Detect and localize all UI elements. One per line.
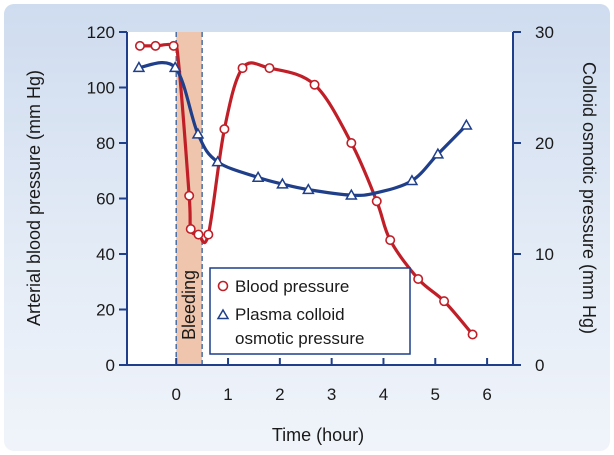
right-axis-title: Colloid osmotic pressure (mm Hg) <box>579 62 599 334</box>
legend: Blood pressure Plasma colloid osmotic pr… <box>209 267 411 355</box>
blood-pressure-point <box>413 273 424 284</box>
colloid-pressure-point <box>191 127 205 139</box>
x-tick-label: 3 <box>327 385 336 404</box>
x-tick-label: 0 <box>171 385 180 404</box>
x-tick-label: 5 <box>431 385 440 404</box>
blood-pressure-point <box>203 229 214 240</box>
blood-pressure-point <box>346 138 357 149</box>
colloid-pressure-point <box>302 183 315 195</box>
left-tick-label: 40 <box>96 245 115 264</box>
left-tick-label: 80 <box>96 134 115 153</box>
left-tick-label: 60 <box>96 190 115 209</box>
colloid-pressure-point <box>431 147 445 159</box>
legend-label-osmotic-pressure: osmotic pressure <box>235 329 364 348</box>
legend-label-plasma-colloid: Plasma colloid <box>235 305 345 324</box>
left-tick-label: 100 <box>87 79 115 98</box>
blood-pressure-point <box>150 40 161 51</box>
bleeding-label: Bleeding <box>179 270 199 340</box>
left-tick-label: 20 <box>96 301 115 320</box>
blood-pressure-point <box>237 63 248 74</box>
x-tick-label: 6 <box>482 385 491 404</box>
series-layer <box>132 40 478 340</box>
blood-pressure-point <box>185 224 196 235</box>
blood-pressure-point <box>264 63 275 74</box>
left-tick-label: 0 <box>106 356 115 375</box>
blood-pressure-point <box>134 40 145 51</box>
x-tick-label: 4 <box>379 385 388 404</box>
left-tick-label: 120 <box>87 23 115 42</box>
colloid-pressure-point <box>168 61 182 73</box>
left-axis-title: Arterial blood pressure (mm Hg) <box>24 70 44 326</box>
colloid-pressure-point <box>211 155 224 167</box>
legend-triangle-marker <box>216 308 230 320</box>
blood-pressure-point <box>371 196 382 207</box>
colloid-pressure-point <box>460 118 473 130</box>
colloid-pressure-point <box>405 174 419 186</box>
blood-pressure-point <box>467 329 478 340</box>
x-axis-title: Time (hour) <box>272 425 364 445</box>
x-tick-label: 1 <box>223 385 232 404</box>
colloid-pressure-point <box>251 170 265 182</box>
legend-circle-marker <box>217 280 229 292</box>
blood-pressure-point <box>309 79 320 90</box>
blood-pressure-point <box>439 296 450 307</box>
blood-pressure-point <box>193 229 204 240</box>
legend-box <box>209 267 411 355</box>
colloid-pressure-point <box>276 177 289 189</box>
x-tick-label: 2 <box>275 385 284 404</box>
legend-label-blood-pressure: Blood pressure <box>235 277 349 296</box>
right-tick-label: 0 <box>535 356 544 375</box>
right-tick-label: 30 <box>535 23 554 42</box>
blood-pressure-point <box>184 190 195 201</box>
colloid-pressure-point <box>345 188 358 200</box>
colloid-pressure-point <box>132 61 146 73</box>
blood-pressure-point <box>168 40 179 51</box>
blood-pressure-point <box>385 235 396 246</box>
blood-pressure-point <box>219 124 230 135</box>
right-tick-label: 20 <box>535 134 554 153</box>
right-tick-label: 10 <box>535 245 554 264</box>
